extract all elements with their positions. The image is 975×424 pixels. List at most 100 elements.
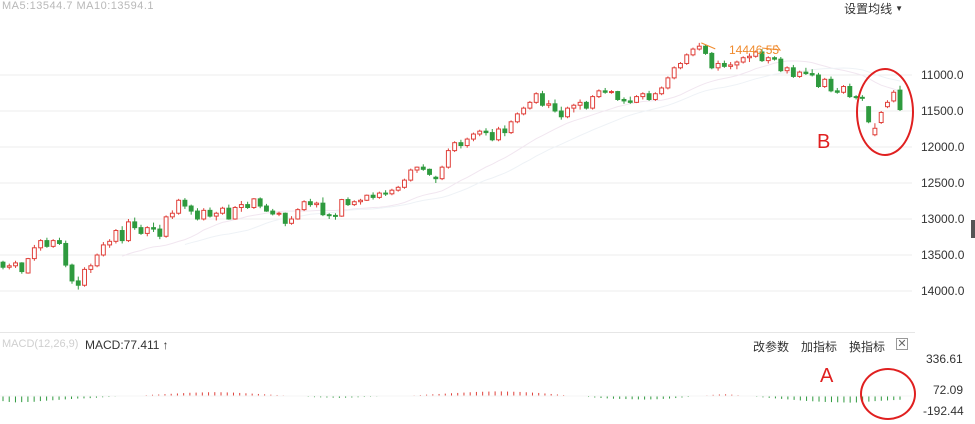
candle-body [703,45,708,54]
candle-body [596,90,602,98]
change-params-button[interactable]: 改参数 [752,340,789,354]
candle-body [496,128,501,141]
macd-value-label: MACD:77.411 ↑ [85,338,168,352]
candle-body [671,67,677,79]
candle-body [50,240,56,247]
candle-body [408,169,414,181]
candle-body [314,202,320,206]
candle-body [684,54,690,64]
candle-body [88,265,94,270]
price-tick-label: 12500.0 [921,176,965,190]
candle-body [540,93,545,106]
candle-body [809,73,815,76]
candlestick-chart[interactable]: 14000.0 13500.0 13000.0 12500.0 12000.0 11500… [0,0,975,332]
candle-body [772,57,777,60]
candle-body [420,166,426,170]
candle-body [634,96,639,103]
annotation-a: A [820,365,834,387]
annotation-b: B [817,131,831,153]
candle-body [734,61,740,66]
macd-toolbar: 改参数 加指标 换指标 [753,338,885,355]
candle-body [715,62,721,69]
candle-body [533,93,539,103]
peak-pointer [701,42,716,50]
candle-body [577,101,583,106]
switch-indicator-button[interactable]: 换指标 [848,340,885,354]
candle-body [765,57,771,62]
candle-body [414,166,420,171]
macd-header: MACD(12,26,9) MACD:77.411 ↑ 改参数 加指标 换指标 [0,336,915,354]
candle-body [508,121,514,134]
candle-body [728,64,734,67]
candle-body [609,91,614,94]
candle-body [182,199,188,207]
candle-body [383,192,389,195]
candle-body [245,204,251,208]
macd-value-text: MACD:77.411 [85,338,160,352]
top-bar: MA5:13544.7 MA10:13594.1 设置均线 ▼ [0,0,975,18]
candle-body [307,201,313,206]
candle-body [151,227,156,230]
candle-body [790,67,796,77]
candle-body [389,189,395,195]
moving-average-line [122,60,901,257]
candle-body [38,240,44,249]
macd-params-faded: MACD(12,26,9) [2,338,79,350]
candle-body [834,90,840,93]
candle-body [107,240,113,246]
scroll-handle[interactable] [971,220,975,238]
candle-body [477,130,483,135]
candle-body [144,227,150,234]
candle-body [257,198,263,207]
candle-body [119,230,125,242]
candle-body [565,107,570,118]
add-indicator-button[interactable]: 加指标 [800,340,837,354]
candle-body [452,142,458,152]
candle-body [157,228,163,237]
ma-settings-label[interactable]: 设置均线 [844,2,893,16]
candle-body [19,262,25,273]
candle-body [289,218,294,224]
candle-body [646,93,652,100]
candle-body [590,96,596,109]
macd-histogram[interactable] [0,334,975,424]
candle-body [489,132,495,141]
candle-body [333,214,338,217]
candle-body [351,201,357,206]
candle-body [94,254,100,267]
candle-body [226,207,232,220]
candle-body [797,71,803,77]
price-tick-label: 11000.0 [921,68,964,82]
ma-settings-dropdown[interactable]: 设置均线 ▼ [844,0,903,17]
candle-body [13,262,18,267]
candle-body [816,74,821,88]
candle-body [395,186,401,191]
candle-body [690,48,696,56]
highlight-oval-a [860,368,916,420]
candle-body [527,101,533,109]
candle-body [740,57,746,63]
candle-body [402,179,407,188]
candle-body [0,261,6,268]
up-arrow-icon: ↑ [162,338,169,352]
candle-body [552,103,558,112]
candle-body [113,230,119,242]
candle-body [282,212,288,224]
panel-divider [0,332,915,333]
candle-body [195,210,200,220]
candle-body [627,100,633,103]
candle-body [238,204,244,208]
candle-body [759,51,765,62]
candle-body [364,194,370,201]
chevron-down-icon[interactable]: ▼ [895,4,903,13]
candle-body [439,166,445,180]
candle-body [251,198,257,208]
candle-body [82,268,87,286]
candle-body [370,194,376,198]
candle-body [126,221,131,242]
candle-body [63,242,69,266]
candle-body [571,104,577,109]
moving-average-line [184,67,901,245]
close-icon[interactable]: ✕ [896,338,908,350]
